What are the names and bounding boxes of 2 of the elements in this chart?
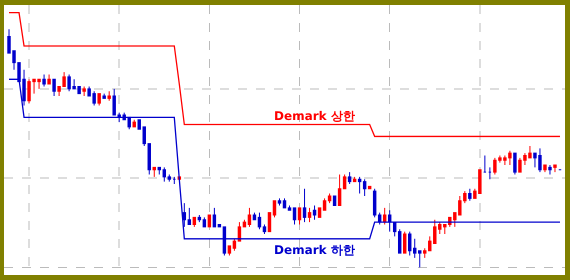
series-label: Demark 상한	[274, 109, 355, 123]
series-label: Demark 하한	[274, 243, 355, 257]
